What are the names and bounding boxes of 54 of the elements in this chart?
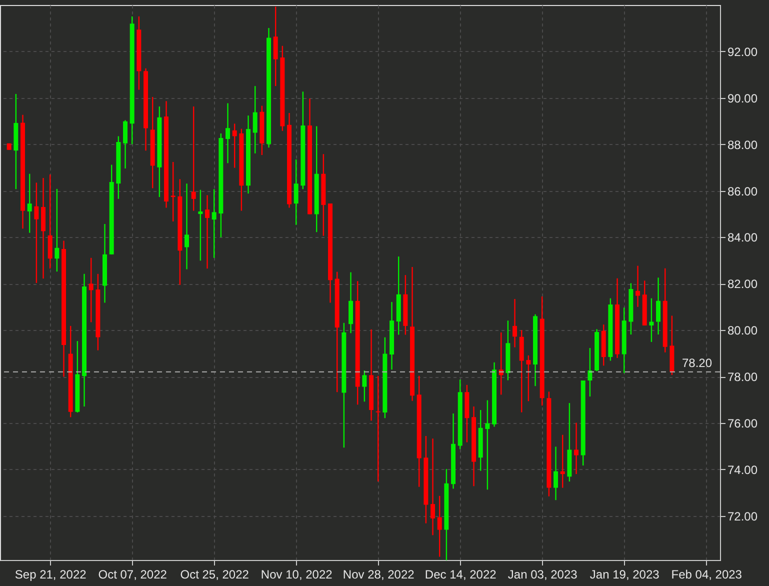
- x-tick-label: Sep 21, 2022: [14, 568, 87, 582]
- candlestick: [184, 182, 190, 270]
- candlestick: [560, 434, 565, 488]
- candlestick: [205, 194, 210, 270]
- y-tick-label: 78.00: [728, 370, 758, 384]
- y-tick-label: 90.00: [728, 91, 758, 106]
- x-tick-label: Nov 10, 2022: [260, 568, 333, 582]
- candlestick: [430, 438, 436, 536]
- candlestick: [485, 400, 490, 490]
- y-tick-label: 92.00: [728, 44, 758, 59]
- x-tick-label: Oct 25, 2022: [180, 568, 250, 582]
- candlestick: [48, 174, 52, 270]
- candlestick: [191, 106, 196, 212]
- x-tick-label: Jan 03, 2023: [508, 568, 578, 582]
- y-tick-label: 76.00: [728, 416, 758, 430]
- candlestick: [376, 375, 380, 482]
- y-tick-label: 84.00: [728, 230, 758, 245]
- candlestick: [212, 188, 216, 258]
- candlestick: [88, 257, 94, 323]
- candlestick: [519, 330, 524, 413]
- x-tick-label: Jan 19, 2023: [590, 568, 660, 582]
- x-tick-label: Oct 07, 2022: [98, 568, 168, 582]
- candlestick: [232, 123, 237, 168]
- candlestick: [54, 188, 60, 272]
- candlestick: [437, 495, 442, 558]
- ref-line-label: 78.20: [682, 356, 712, 370]
- candlestick: [348, 272, 354, 334]
- x-tick-label: Nov 28, 2022: [342, 568, 415, 582]
- candlestick: [636, 265, 640, 308]
- y-tick-label: 86.00: [728, 184, 758, 198]
- candlestick: [554, 446, 558, 501]
- y-tick-label: 80.00: [728, 324, 758, 338]
- candlestick: [588, 347, 592, 398]
- candlestick: [34, 182, 39, 284]
- candlestick: [362, 370, 367, 402]
- candlestick: [526, 354, 531, 402]
- y-tick-label: 74.00: [728, 462, 758, 477]
- candlestick: [252, 85, 258, 154]
- candlestick: [574, 422, 579, 475]
- candlestick: [226, 102, 230, 164]
- candlestick: [198, 189, 203, 262]
- candlestick: [294, 158, 298, 226]
- y-tick-label: 88.00: [728, 138, 758, 152]
- y-tick-label: 72.00: [728, 509, 758, 524]
- x-tick-label: Dec 14, 2022: [424, 568, 497, 582]
- candlestick: [656, 277, 661, 336]
- candlestick: [273, 6, 278, 87]
- candlestick: [123, 120, 128, 170]
- candlestick: [512, 298, 518, 348]
- candlestick: [27, 173, 32, 234]
- y-tick-label: 82.00: [728, 277, 758, 292]
- x-tick-label: Feb 04, 2023: [671, 568, 742, 582]
- candlestick: [170, 161, 176, 222]
- candlestick: [649, 298, 654, 343]
